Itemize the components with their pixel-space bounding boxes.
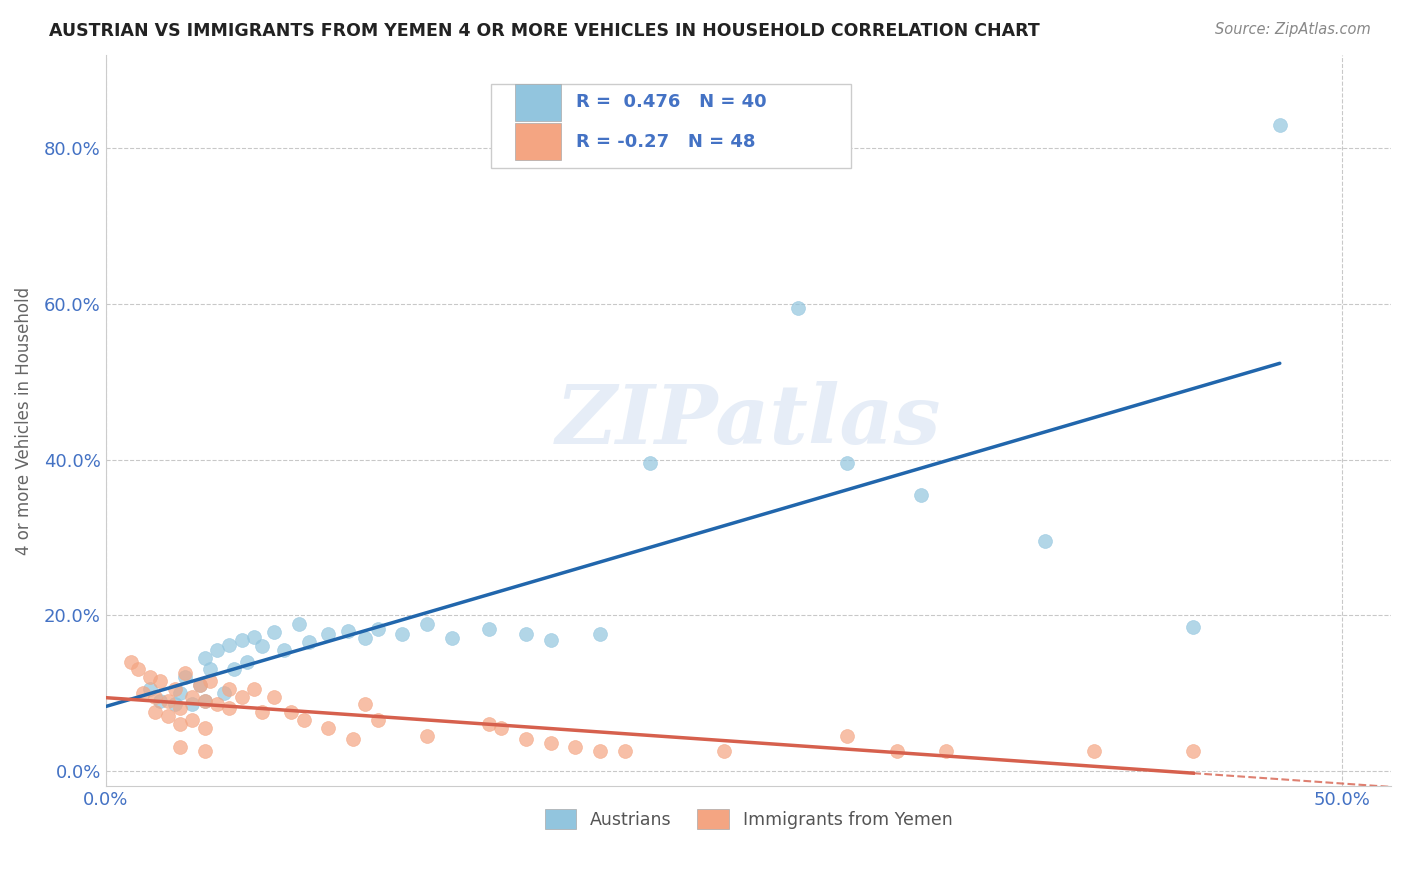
Point — [127, 663, 149, 677]
Point — [316, 721, 339, 735]
Point — [218, 638, 240, 652]
Point — [342, 732, 364, 747]
Text: Source: ZipAtlas.com: Source: ZipAtlas.com — [1215, 22, 1371, 37]
Point — [910, 487, 932, 501]
Point — [263, 625, 285, 640]
FancyBboxPatch shape — [515, 84, 561, 120]
Point — [1182, 744, 1205, 758]
Point — [174, 670, 197, 684]
Point — [316, 627, 339, 641]
Y-axis label: 4 or more Vehicles in Household: 4 or more Vehicles in Household — [15, 286, 32, 555]
Point — [837, 457, 859, 471]
Point — [1182, 620, 1205, 634]
Point — [273, 643, 295, 657]
Point — [194, 650, 217, 665]
Point — [218, 701, 240, 715]
Point — [515, 732, 537, 747]
Point — [786, 301, 808, 315]
Point — [188, 678, 211, 692]
Point — [1033, 534, 1056, 549]
FancyBboxPatch shape — [491, 85, 851, 169]
Point — [139, 670, 162, 684]
Point — [250, 705, 273, 719]
Point — [638, 457, 661, 471]
Point — [198, 663, 221, 677]
Text: AUSTRIAN VS IMMIGRANTS FROM YEMEN 4 OR MORE VEHICLES IN HOUSEHOLD CORRELATION CH: AUSTRIAN VS IMMIGRANTS FROM YEMEN 4 OR M… — [49, 22, 1040, 40]
Point — [149, 693, 172, 707]
Point — [231, 632, 253, 647]
Text: R =  0.476   N = 40: R = 0.476 N = 40 — [576, 94, 766, 112]
Point — [564, 740, 586, 755]
FancyBboxPatch shape — [515, 123, 561, 160]
Point — [181, 713, 204, 727]
Point — [478, 622, 501, 636]
Point — [354, 632, 377, 646]
Point — [156, 709, 179, 723]
Point — [218, 681, 240, 696]
Point — [243, 681, 266, 696]
Point — [181, 690, 204, 704]
Point — [214, 686, 236, 700]
Point — [235, 655, 257, 669]
Point — [194, 693, 217, 707]
Point — [169, 686, 191, 700]
Point — [165, 681, 187, 696]
Point — [194, 744, 217, 758]
Point — [243, 630, 266, 644]
Point — [224, 663, 246, 677]
Point — [174, 666, 197, 681]
Point — [205, 698, 228, 712]
Point — [1268, 118, 1291, 132]
Point — [292, 713, 315, 727]
Point — [139, 681, 162, 696]
Point — [337, 624, 360, 638]
Point — [169, 717, 191, 731]
Text: R = -0.27   N = 48: R = -0.27 N = 48 — [576, 133, 755, 151]
Point — [515, 627, 537, 641]
Point — [367, 622, 389, 636]
Point — [165, 698, 187, 712]
Point — [250, 639, 273, 653]
Point — [713, 744, 735, 758]
Point — [837, 729, 859, 743]
Point — [280, 705, 302, 719]
Point — [440, 632, 463, 646]
Point — [540, 736, 562, 750]
Point — [354, 698, 377, 712]
Point — [188, 678, 211, 692]
Point — [120, 655, 142, 669]
Point — [205, 643, 228, 657]
Point — [287, 617, 309, 632]
Legend: Austrians, Immigrants from Yemen: Austrians, Immigrants from Yemen — [537, 802, 959, 836]
Point — [367, 713, 389, 727]
Text: ZIPatlas: ZIPatlas — [555, 381, 941, 460]
Point — [132, 686, 155, 700]
Point — [181, 698, 204, 712]
Point — [194, 721, 217, 735]
Point — [1083, 744, 1105, 758]
Point — [198, 674, 221, 689]
Point — [297, 635, 319, 649]
Point — [231, 690, 253, 704]
Point — [143, 705, 166, 719]
Point — [169, 740, 191, 755]
Point — [886, 744, 908, 758]
Point — [156, 693, 179, 707]
Point — [143, 690, 166, 704]
Point — [613, 744, 636, 758]
Point — [416, 617, 439, 632]
Point — [589, 744, 612, 758]
Point — [589, 627, 612, 641]
Point — [194, 693, 217, 707]
Point — [391, 627, 413, 641]
Point — [169, 701, 191, 715]
Point — [540, 632, 562, 647]
Point — [478, 717, 501, 731]
Point — [416, 729, 439, 743]
Point — [149, 674, 172, 689]
Point — [263, 690, 285, 704]
Point — [935, 744, 957, 758]
Point — [491, 721, 513, 735]
